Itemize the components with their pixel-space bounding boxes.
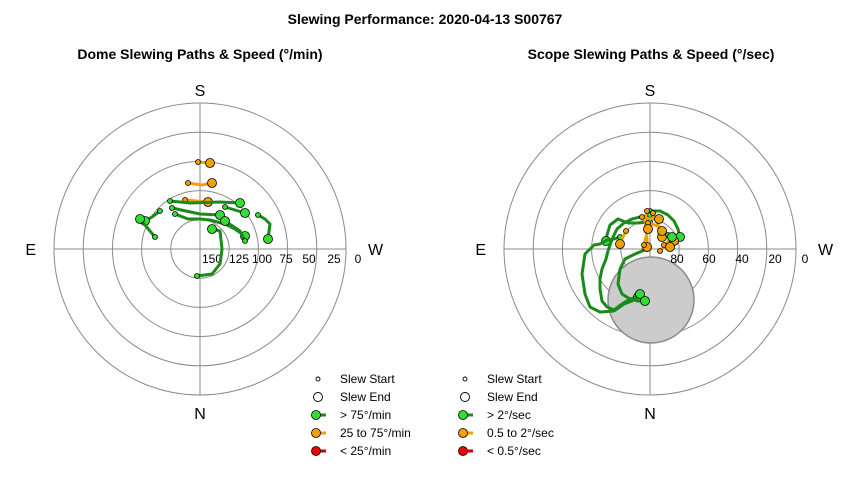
slew-end-point — [643, 224, 653, 234]
legend-marker-medium — [311, 428, 321, 438]
slew-start-point — [242, 238, 248, 244]
legend-marker-slow — [458, 446, 468, 456]
slew-start-point — [185, 180, 191, 186]
legend-label: Slew End — [340, 390, 391, 404]
slew-end-point — [667, 232, 677, 242]
cardinal-left-label: E — [25, 242, 36, 259]
slew-path — [223, 219, 247, 243]
dome-chart: Dome Slewing Paths & Speed (°/min) S N E W 15… — [25, 46, 411, 458]
cardinal-bottom-label: N — [194, 406, 206, 423]
chart-title: Scope Slewing Paths & Speed (°/sec) — [528, 46, 775, 62]
legend-label: > 75°/min — [340, 408, 391, 422]
slew-path — [648, 209, 682, 239]
slew-path — [170, 206, 222, 217]
slew-end-point — [220, 216, 230, 226]
cardinal-right-label: W — [368, 242, 384, 259]
slew-end-point — [135, 214, 145, 224]
slew-start-point — [639, 214, 645, 220]
radial-tick-label: 20 — [768, 252, 782, 266]
slew-end-point — [640, 296, 650, 306]
legend-label: Slew Start — [487, 372, 542, 386]
cardinal-top-label: S — [645, 83, 656, 100]
slew-start-point — [194, 273, 200, 279]
slew-start-point — [195, 159, 201, 165]
slew-start-point — [172, 211, 178, 217]
slew-start-point — [222, 204, 228, 210]
figure-title: Slewing Performance: 2020-04-13 S00767 — [288, 11, 563, 27]
slew-path — [580, 235, 642, 314]
slew-path — [195, 227, 224, 278]
legend-marker-fast — [458, 410, 468, 420]
legend-marker-fast — [311, 410, 321, 420]
legend-marker-medium — [458, 428, 468, 438]
slew-start-point — [623, 228, 629, 234]
slew-start-point — [167, 198, 173, 204]
slew-end-point — [654, 214, 664, 224]
cardinal-right-label: W — [818, 242, 834, 259]
slew-path — [168, 199, 242, 205]
slew-end-point — [657, 226, 667, 236]
radial-tick-label: 100 — [252, 252, 272, 266]
legend-label: < 0.5°/sec — [487, 444, 541, 458]
radial-tick-label: 0 — [802, 252, 809, 266]
legend-label: > 2°/sec — [487, 408, 531, 422]
radial-tick-label: 125 — [229, 252, 249, 266]
slew-start-point — [657, 248, 663, 254]
legend-start-marker — [462, 376, 468, 382]
legend-label: < 25°/min — [340, 444, 391, 458]
slew-end-point — [205, 158, 215, 168]
slew-start-point — [169, 205, 175, 211]
legend-label: 0.5 to 2°/sec — [487, 426, 554, 440]
slew-path — [604, 217, 652, 243]
slew-end-point — [665, 242, 675, 252]
slew-start-point — [644, 208, 650, 214]
cardinal-top-label: S — [195, 83, 206, 100]
radial-tick-label: 80 — [670, 252, 684, 266]
legend-start-marker — [315, 376, 321, 382]
radial-tick-label: 150 — [202, 252, 222, 266]
exclusion-zone — [607, 256, 695, 344]
slew-end-point — [240, 208, 250, 218]
legend-end-marker — [313, 392, 323, 402]
radial-tick-label: 50 — [302, 252, 316, 266]
radial-tick-label: 60 — [702, 252, 716, 266]
slew-path — [616, 247, 649, 303]
slew-end-point — [235, 198, 245, 208]
cardinal-bottom-label: N — [644, 406, 656, 423]
radial-tick-label: 0 — [355, 252, 362, 266]
slew-start-point — [157, 208, 163, 214]
slew-start-point — [641, 242, 647, 248]
legend-label: Slew Start — [340, 372, 395, 386]
slew-start-point — [152, 234, 158, 240]
scope-chart: Scope Slewing Paths & Speed (°/sec) S N E W 8… — [458, 46, 834, 458]
chart-title: Dome Slewing Paths & Speed (°/min) — [77, 46, 322, 62]
slew-end-point — [207, 224, 217, 234]
legend-label: 25 to 75°/min — [340, 426, 411, 440]
slew-path — [256, 213, 272, 241]
radial-tick-label: 40 — [735, 252, 749, 266]
legend-label: Slew End — [487, 390, 538, 404]
slew-end-point — [207, 178, 217, 188]
radial-tick-label: 25 — [327, 252, 341, 266]
radial-tick-label: 75 — [279, 252, 293, 266]
legend-marker-slow — [311, 446, 321, 456]
slew-start-point — [255, 212, 261, 218]
slew-end-point — [263, 234, 273, 244]
legend-end-marker — [460, 392, 470, 402]
slew-start-point — [650, 210, 656, 216]
slew-end-point — [635, 289, 645, 299]
cardinal-left-label: E — [475, 242, 486, 259]
slew-end-point — [615, 239, 625, 249]
